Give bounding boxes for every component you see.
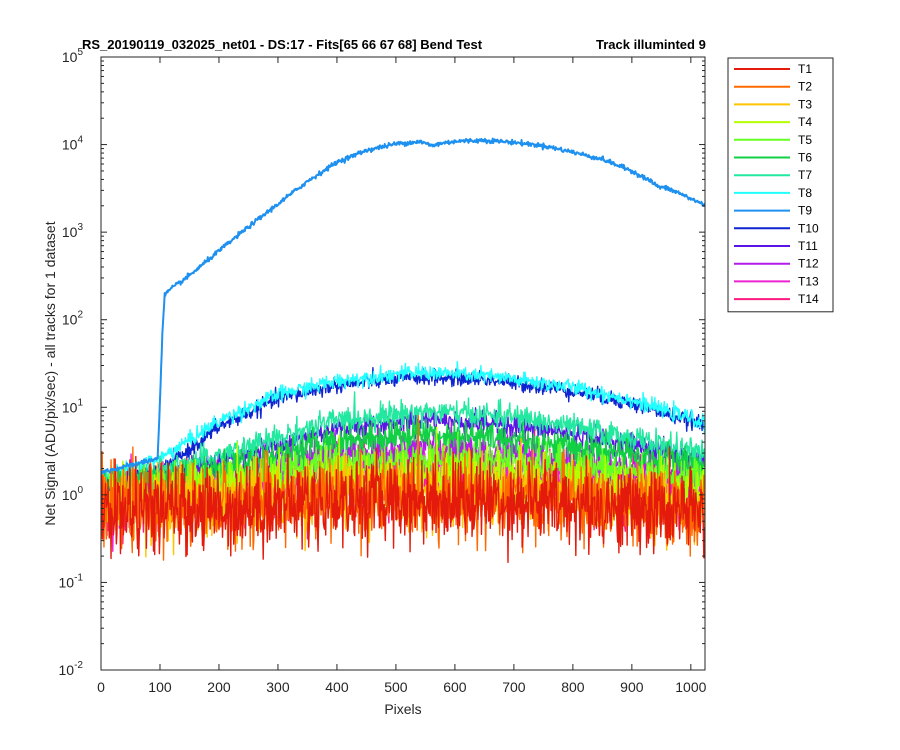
x-tick-label: 800: [561, 679, 585, 695]
legend-label: T10: [798, 221, 819, 235]
legend-label: T4: [798, 115, 812, 129]
legend: T1 T2 T3 T4 T5 T6 T7 T8 T9 T10 T11 T12 T13 T14: [727, 57, 834, 313]
y-tick-label: 105: [62, 47, 84, 65]
legend-box: [727, 57, 834, 313]
x-tick-label: 300: [266, 679, 290, 695]
legend-item-t13: T13: [734, 274, 819, 288]
legend-item-t6: T6: [734, 151, 812, 165]
series-line-t9: [101, 137, 705, 475]
legend-label: T14: [798, 292, 819, 306]
x-tick-label: 400: [325, 679, 349, 695]
series-line-t4: [101, 426, 705, 530]
y-tick-label: 102: [62, 310, 84, 328]
y-tick-label: 104: [62, 135, 84, 153]
legend-label: T12: [798, 257, 819, 271]
legend-label: T1: [798, 62, 812, 76]
legend-label: T5: [798, 133, 812, 147]
legend-label: T11: [798, 239, 818, 253]
legend-item-t4: T4: [734, 115, 812, 129]
chart-title: RS_20190119_032025_net01 - DS:17 - Fits[…: [82, 37, 706, 52]
x-axis: 0 100 200 300 400 500 600 700 800 900 1000: [97, 57, 707, 695]
chart-title-right: Track illuminted 9: [596, 37, 706, 52]
legend-item-t14: T14: [734, 292, 819, 306]
series-line-t8: [101, 360, 705, 489]
x-tick-label: 700: [502, 679, 526, 695]
chart-title-left: RS_20190119_032025_net01 - DS:17 - Fits[…: [82, 37, 483, 52]
series-line-t10: [101, 367, 705, 489]
legend-label: T3: [798, 97, 812, 111]
y-axis: 10-2 10-1 100 101 102 103 104 105: [59, 47, 705, 678]
plot-area: [101, 137, 705, 564]
y-tick-label: 10-1: [59, 572, 84, 590]
legend-item-t3: T3: [734, 97, 812, 111]
legend-item-t1: T1: [734, 62, 812, 76]
x-tick-label: 600: [443, 679, 467, 695]
legend-item-t7: T7: [734, 168, 812, 182]
series-line-t7: [101, 391, 705, 497]
legend-item-t8: T8: [734, 186, 812, 200]
legend-label: T2: [798, 80, 812, 94]
y-tick-label: 10-2: [59, 660, 84, 678]
x-tick-label: 0: [97, 679, 105, 695]
x-tick-label: 900: [620, 679, 644, 695]
legend-label: T9: [798, 204, 812, 218]
legend-item-t11: T11: [734, 239, 818, 253]
series-line-t1: [101, 447, 705, 564]
y-tick-label: 100: [62, 485, 84, 503]
legend-label: T8: [798, 186, 812, 200]
legend-item-t2: T2: [734, 80, 812, 94]
x-tick-label: 100: [148, 679, 172, 695]
x-axis-label: Pixels: [384, 701, 421, 717]
x-tick-label: 1000: [675, 679, 706, 695]
legend-item-t5: T5: [734, 133, 812, 147]
legend-item-t12: T12: [734, 257, 819, 271]
y-tick-label: 103: [62, 222, 84, 240]
axes-frame: [100, 56, 706, 671]
legend-item-t10: T10: [734, 221, 819, 235]
x-tick-label: 500: [384, 679, 408, 695]
legend-item-t9: T9: [734, 204, 812, 218]
legend-label: T7: [798, 168, 812, 182]
y-axis-label: Net Signal (ADU/pix/sec) - all tracks fo…: [42, 221, 58, 525]
x-tick-label: 200: [207, 679, 231, 695]
legend-label: T6: [798, 151, 812, 165]
legend-label: T13: [798, 274, 819, 288]
y-tick-label: 101: [62, 397, 84, 415]
